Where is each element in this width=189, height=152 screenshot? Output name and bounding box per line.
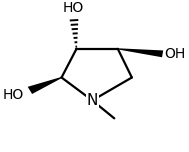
Text: N: N	[87, 93, 98, 108]
Text: OH: OH	[164, 47, 186, 61]
Polygon shape	[118, 48, 163, 57]
Polygon shape	[28, 77, 62, 94]
Text: HO: HO	[62, 1, 84, 15]
Text: HO: HO	[2, 88, 24, 102]
